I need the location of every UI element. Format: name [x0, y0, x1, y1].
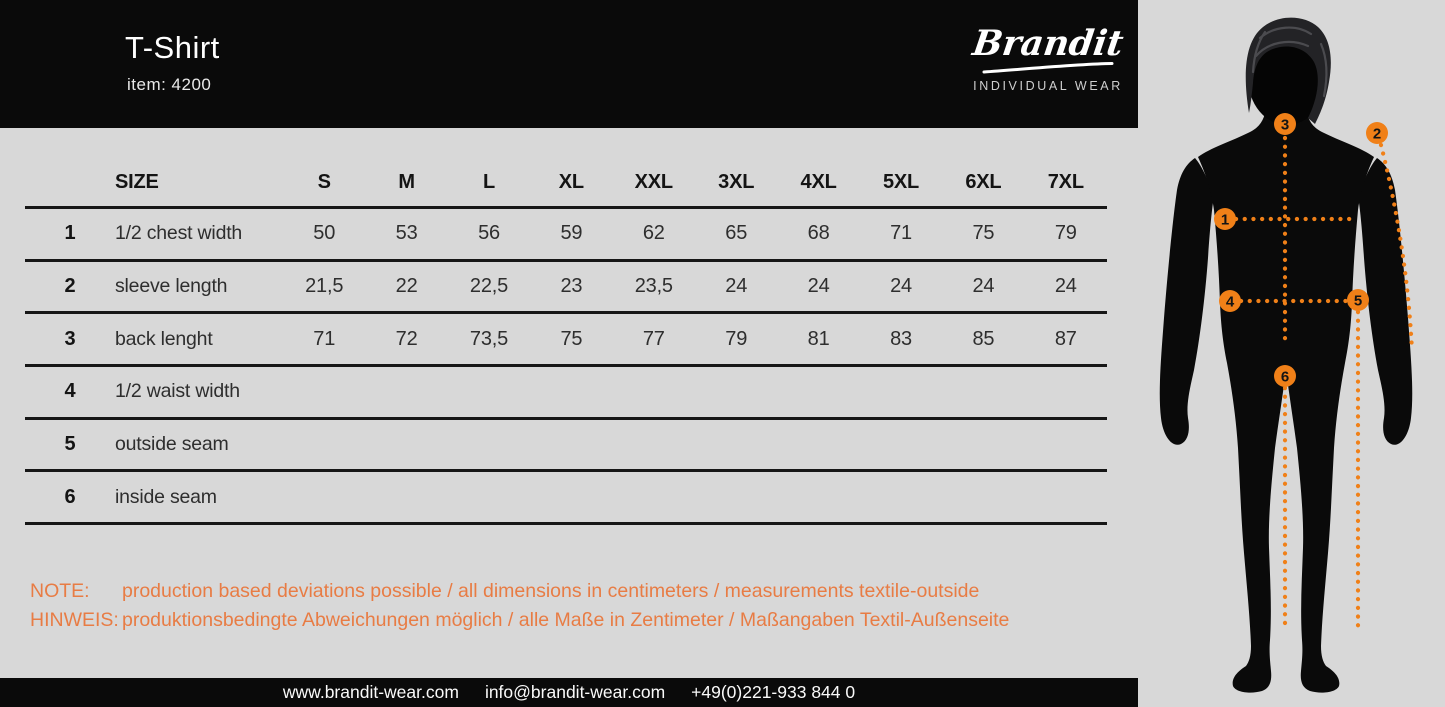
measurement-name: outside seam	[115, 433, 229, 456]
size-header-7xl: 7XL	[1047, 170, 1084, 193]
cell-value: 73,5	[469, 327, 509, 350]
cell-value: 85	[972, 327, 995, 350]
cell-value: 56	[478, 222, 500, 245]
table-row: 5 outside seam	[25, 420, 1107, 473]
cell-value: 75	[972, 222, 995, 245]
measurement-lines	[1233, 135, 1415, 629]
marker-6: 6	[1274, 365, 1296, 387]
table-row: 2 sleeve length 21,5 22 22,5 23 23,5 24 …	[25, 262, 1107, 315]
cell-value: 24	[725, 275, 748, 298]
cell-value: 24	[972, 275, 995, 298]
hinweis-text: produktionsbedingte Abweichungen möglich…	[122, 609, 1010, 631]
size-header-6xl: 6XL	[965, 170, 1002, 193]
svg-text:6: 6	[1281, 369, 1289, 386]
cell-value: 65	[725, 222, 748, 245]
logo-underline-swoosh	[982, 62, 1114, 74]
measurement-name: 1/2 chest width	[115, 222, 243, 245]
row-number: 3	[64, 327, 76, 350]
notes-block: NOTE: production based deviations possib…	[30, 577, 1009, 635]
hinweis-label: HINWEIS:	[30, 609, 119, 631]
marker-1: 1	[1214, 208, 1236, 230]
marker-4: 4	[1219, 290, 1241, 312]
cell-value: 24	[807, 275, 830, 298]
size-header-m: M	[398, 170, 415, 193]
note-line-en: NOTE: production based deviations possib…	[30, 577, 1009, 606]
cell-value: 71	[890, 222, 912, 245]
measurement-name: sleeve length	[115, 275, 228, 298]
cell-value: 21,5	[305, 275, 344, 298]
footer-website: www.brandit-wear.com	[282, 682, 459, 702]
measurement-markers: 1 2 3 4 5 6	[1214, 113, 1388, 387]
measurement-name: inside seam	[115, 485, 217, 508]
table-header-row: SIZE S M L XL XXL 3XL 4XL 5XL 6XL 7XL	[25, 158, 1107, 209]
cell-value: 79	[725, 327, 748, 350]
size-header-l: L	[482, 170, 495, 193]
size-header-s: S	[317, 170, 331, 193]
header-bar: T-Shirt item: 4200 Brandit INDIVIDUAL WE…	[0, 0, 1138, 128]
line-sleeve-length	[1378, 142, 1415, 354]
cell-value: 83	[890, 327, 912, 350]
cell-value: 62	[642, 222, 665, 245]
row-number: 1	[64, 222, 76, 245]
cell-value: 77	[642, 327, 665, 350]
size-table: SIZE S M L XL XXL 3XL 4XL 5XL 6XL 7XL 1 …	[25, 158, 1107, 526]
cell-value: 87	[1054, 327, 1077, 350]
cell-value: 59	[560, 222, 583, 245]
footer-email: info@brandit-wear.com	[484, 682, 666, 702]
table-row: 1 1/2 chest width 50 53 56 59 62 65 68 7…	[25, 209, 1107, 262]
cell-value: 23,5	[634, 275, 673, 298]
row-number: 4	[64, 380, 76, 403]
table-row: 3 back lenght 71 72 73,5 75 77 79 81 83 …	[25, 314, 1107, 368]
row-number: 5	[64, 433, 76, 456]
brandit-wordmark: Brandit	[970, 23, 1126, 64]
cell-value: 24	[890, 275, 912, 298]
silhouette-head	[1245, 17, 1331, 125]
page-title: T-Shirt	[125, 30, 220, 65]
svg-text:1: 1	[1221, 212, 1229, 229]
svg-text:2: 2	[1373, 126, 1381, 143]
footer-bar: www.brandit-wear.com info@brandit-wear.c…	[0, 678, 1138, 707]
note-line-de: HINWEIS: produktionsbedingte Abweichunge…	[30, 606, 1009, 635]
cell-value: 68	[807, 222, 830, 245]
cell-value: 22	[395, 275, 418, 298]
marker-5: 5	[1347, 289, 1369, 311]
brand-tagline: INDIVIDUAL WEAR	[973, 79, 1123, 93]
row-number: 2	[64, 275, 76, 298]
measurement-name: back lenght	[115, 327, 213, 350]
cell-value: 75	[560, 327, 583, 350]
size-column-header: SIZE	[115, 170, 159, 193]
size-header-4xl: 4XL	[800, 170, 837, 193]
cell-value: 50	[313, 222, 336, 245]
marker-2: 2	[1366, 122, 1388, 144]
svg-text:5: 5	[1354, 293, 1362, 310]
cell-value: 53	[395, 222, 418, 245]
cell-value: 24	[1054, 275, 1077, 298]
marker-3: 3	[1274, 113, 1296, 135]
size-header-xxl: XXL	[634, 170, 673, 193]
note-text: production based deviations possible / a…	[122, 580, 980, 602]
measurement-figure: 1 2 3 4 5 6	[1159, 17, 1415, 693]
row-number: 6	[64, 485, 76, 508]
cell-value: 72	[395, 327, 418, 350]
table-row: 4 1/2 waist width	[25, 367, 1107, 420]
brandit-logo: Brandit INDIVIDUAL WEAR	[970, 23, 1126, 93]
table-row: 6 inside seam	[25, 472, 1107, 526]
size-header-xl: XL	[558, 170, 584, 193]
cell-value: 23	[560, 275, 583, 298]
item-number: item: 4200	[127, 75, 212, 94]
cell-value: 22,5	[469, 275, 509, 298]
cell-value: 79	[1054, 222, 1077, 245]
footer-phone: +49(0)221-933 844 0	[691, 682, 856, 702]
measurement-name: 1/2 waist width	[115, 380, 240, 403]
svg-text:4: 4	[1226, 294, 1235, 311]
note-label: NOTE:	[30, 580, 90, 602]
size-header-3xl: 3XL	[718, 170, 755, 193]
cell-value: 81	[807, 327, 830, 350]
size-header-5xl: 5XL	[882, 170, 920, 193]
svg-text:3: 3	[1281, 117, 1289, 134]
cell-value: 71	[313, 327, 336, 350]
